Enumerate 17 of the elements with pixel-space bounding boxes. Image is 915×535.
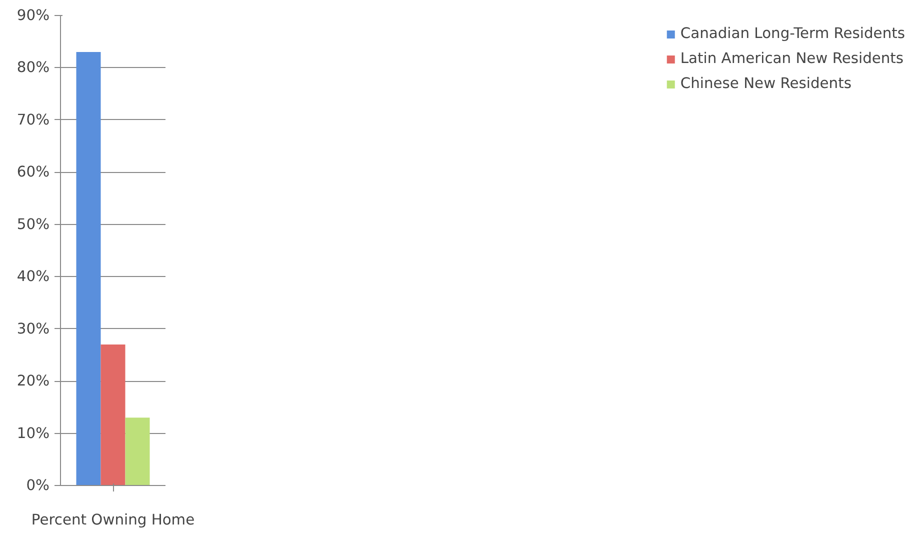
y-tick-label: 70% (16, 111, 50, 128)
y-tick-label: 20% (16, 372, 50, 390)
y-tick-label: 90% (16, 7, 50, 24)
y-tick-label: 10% (16, 424, 50, 442)
y-tick-label: 60% (16, 164, 50, 181)
y-tick-label: 40% (16, 268, 50, 286)
bar (125, 418, 150, 486)
y-tick-label: 0% (26, 477, 50, 494)
bar (76, 52, 101, 486)
x-tick-label: Percent Owning Home (31, 512, 195, 528)
y-tick-label: 50% (16, 216, 50, 233)
legend-label: Latin American New Residents (680, 50, 904, 67)
y-tick-label: 30% (16, 320, 50, 338)
y-tick-label: 80% (16, 59, 50, 76)
legend-label: Canadian Long-Term Residents (680, 25, 905, 42)
bar (100, 344, 126, 486)
legend-label: Chinese New Residents (680, 75, 852, 92)
